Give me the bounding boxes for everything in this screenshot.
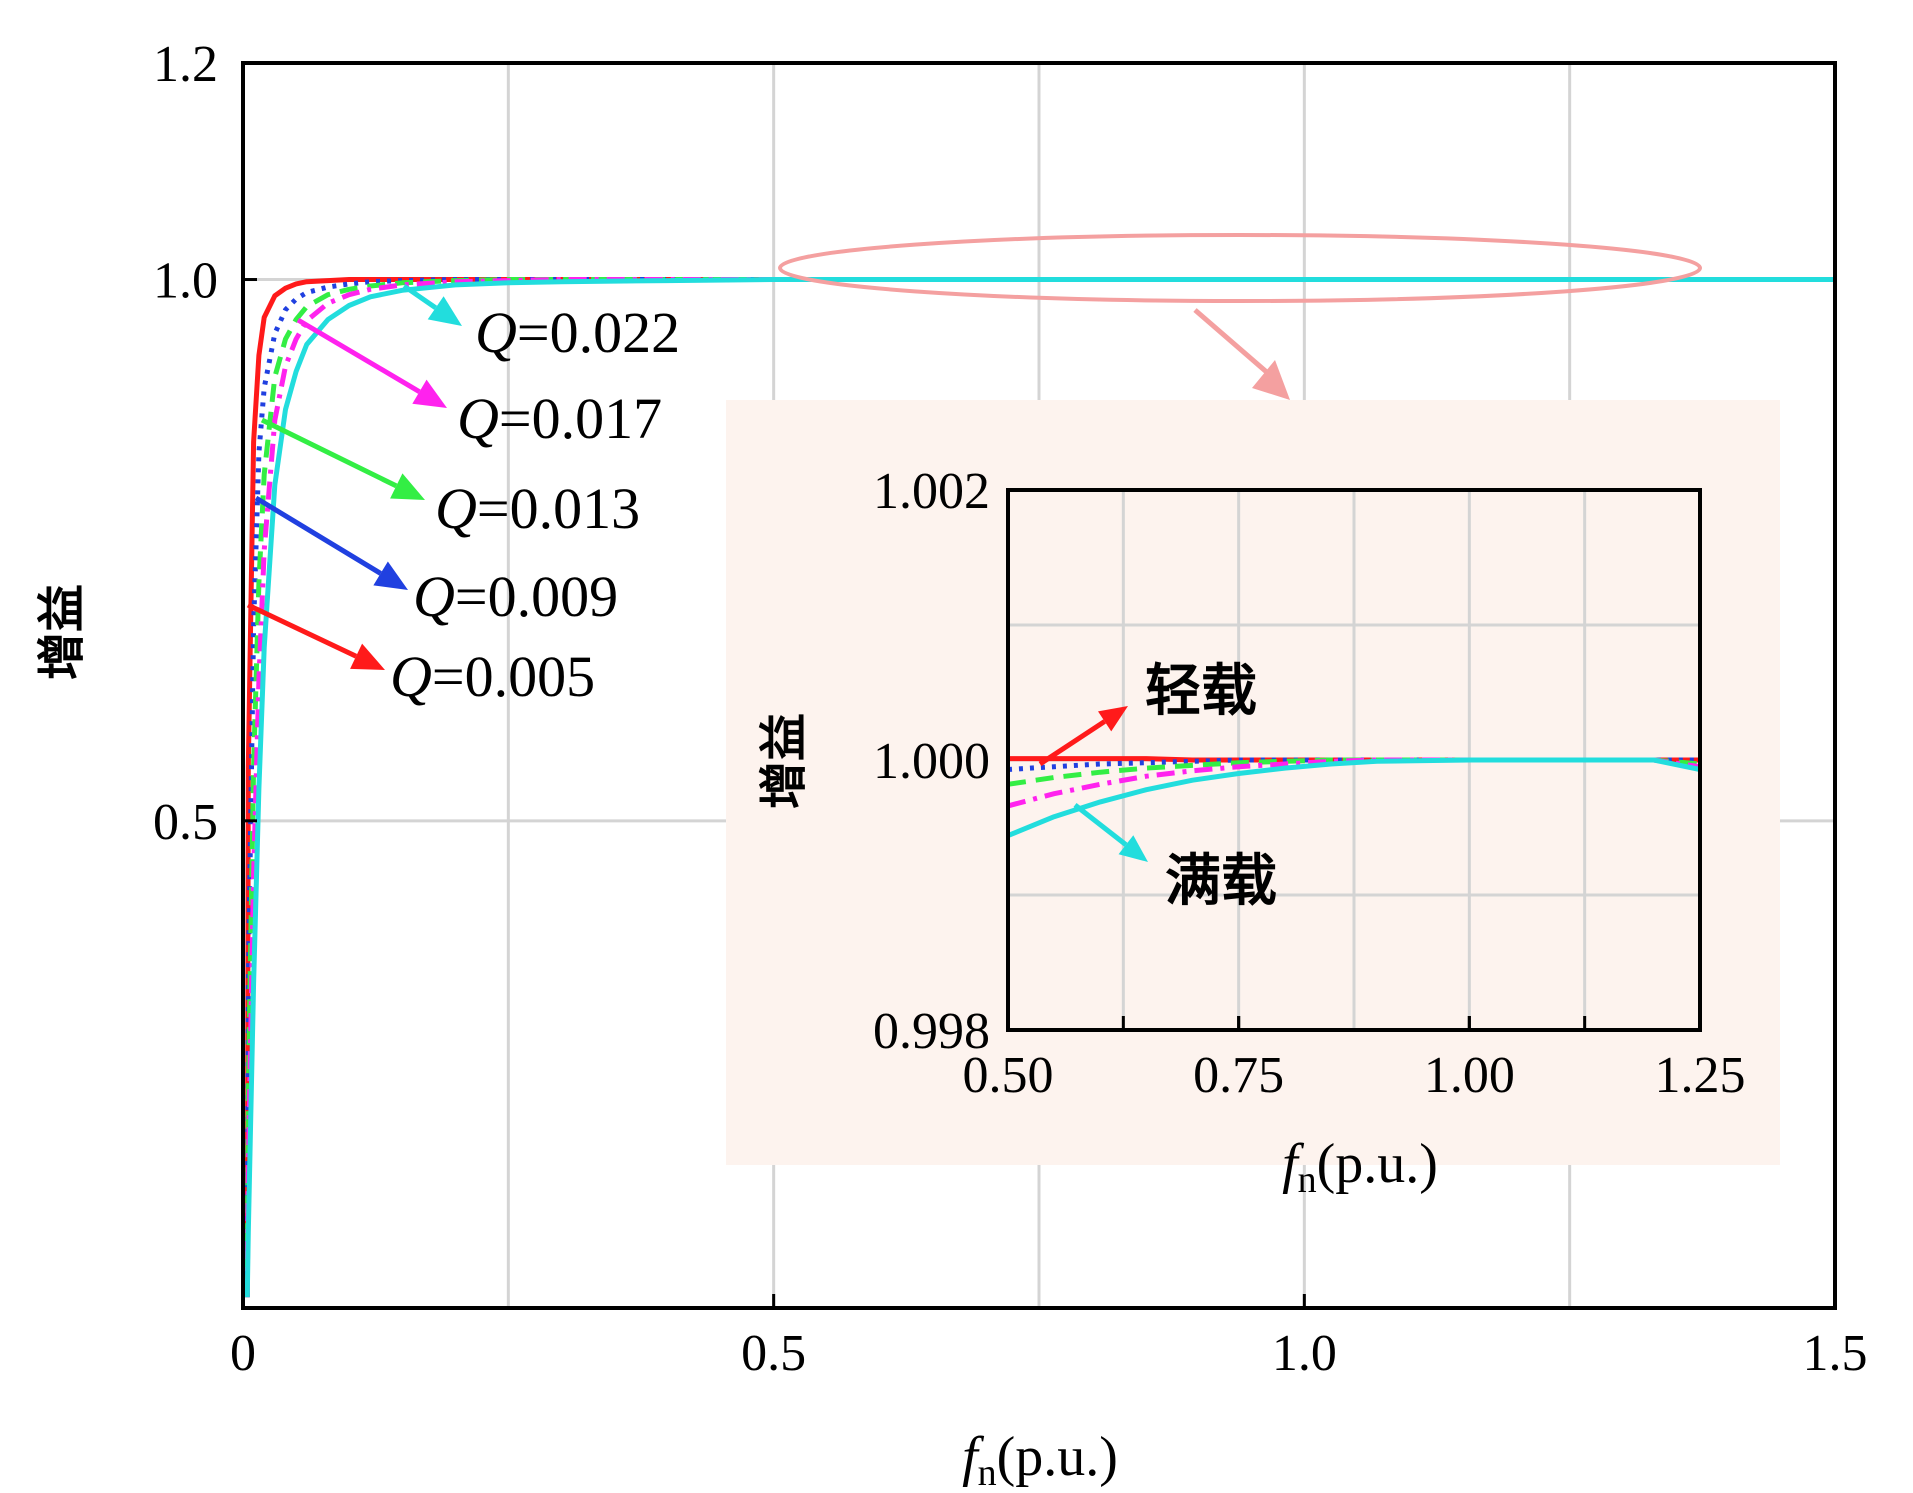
inset-ytick-label-1: 1.000 bbox=[873, 733, 990, 790]
inset-series-line-2 bbox=[1007, 757, 1701, 787]
inset-xtick-label-2: 1.00 bbox=[1424, 1047, 1515, 1104]
inset-ytick-label-0: 0.998 bbox=[873, 1003, 990, 1060]
main-ytick-label-0: 0.5 bbox=[153, 794, 218, 851]
highlight-connector-line bbox=[1193, 308, 1272, 377]
inset-xlabel: fn(p.u.) bbox=[1282, 1133, 1438, 1201]
annotation-arrow-line-1 bbox=[296, 317, 421, 394]
main-xlabel-rest: (p.u.) bbox=[997, 1426, 1118, 1488]
main-ticks: 0 0.5 1.0 1.5 0.5 1.0 1.2 bbox=[153, 36, 1868, 1382]
inset-ytick-label-2: 1.002 bbox=[873, 463, 990, 520]
annotation-arrow-line-2 bbox=[260, 417, 398, 489]
main-xtick-label-2: 1.0 bbox=[1272, 1325, 1337, 1382]
highlight-connector-arrowhead bbox=[1252, 360, 1290, 400]
inset-ticks: 0.50 0.75 1.00 1.25 0.998 1.000 1.002 bbox=[873, 463, 1746, 1104]
inset-xlabel-sub: n bbox=[1298, 1159, 1317, 1201]
annotation-label-3: Q=0.009 bbox=[413, 564, 618, 629]
inset-annotation-label-0: 轻载 bbox=[1145, 659, 1257, 724]
highlight-ellipse bbox=[778, 233, 1702, 303]
main-xlabel-sub: n bbox=[978, 1452, 997, 1488]
main-series-line-4 bbox=[244, 277, 1835, 1298]
inset-background bbox=[726, 400, 1780, 1165]
main-ylabel: 增益 bbox=[34, 584, 90, 680]
annotation-arrowhead-2 bbox=[390, 473, 425, 500]
annotation-arrow-line-4 bbox=[246, 602, 358, 659]
inset-xtick-label-3: 1.25 bbox=[1655, 1047, 1746, 1104]
inset-series bbox=[1007, 756, 1701, 838]
annotation-arrowhead-4 bbox=[350, 643, 385, 670]
inset-xtick-label-0: 0.50 bbox=[963, 1047, 1054, 1104]
annotation-label-value: =0.022 bbox=[517, 300, 680, 365]
inset-annotation-arrow-line-1 bbox=[1073, 803, 1128, 847]
annotation-arrow-line-3 bbox=[254, 495, 382, 576]
annotation-arrowhead-3 bbox=[373, 561, 408, 590]
inset-xlabel-rest: (p.u.) bbox=[1317, 1133, 1438, 1195]
main-ytick-label-1: 1.0 bbox=[153, 253, 218, 310]
annotation-label-value: =0.009 bbox=[455, 564, 618, 629]
main-ytick-label-2: 1.2 bbox=[153, 36, 218, 93]
annotation-arrowhead-1 bbox=[412, 379, 447, 408]
inset-annotation-label-1: 满载 bbox=[1165, 849, 1277, 914]
inset-annotation-arrowhead-1 bbox=[1118, 835, 1148, 862]
main-plot-frame bbox=[241, 61, 1837, 1310]
inset-annotation-arrow-line-0 bbox=[1038, 719, 1106, 767]
annotation-label-value: =0.005 bbox=[432, 644, 595, 709]
annotation-label-q: Q bbox=[475, 300, 517, 365]
annotation-label-4: Q=0.005 bbox=[390, 644, 595, 709]
main-xtick-label-0: 0 bbox=[230, 1325, 256, 1382]
annotation-arrow-line-0 bbox=[402, 283, 438, 310]
annotation-label-q: Q bbox=[457, 386, 499, 451]
main-xtick-label-3: 1.5 bbox=[1803, 1325, 1868, 1382]
annotation-label-q: Q bbox=[390, 644, 432, 709]
annotation-label-2: Q=0.013 bbox=[435, 476, 640, 541]
inset-ylabel: 增益 bbox=[756, 713, 812, 809]
main-series bbox=[244, 277, 1835, 1298]
annotation-label-q: Q bbox=[413, 564, 455, 629]
inset-annotation-arrowhead-0 bbox=[1098, 706, 1128, 732]
main-xlabel: fn(p.u.) bbox=[962, 1426, 1118, 1488]
inset-plot-frame bbox=[1006, 488, 1702, 1032]
inset-xtick-label-1: 0.75 bbox=[1193, 1047, 1284, 1104]
annotation-label-0: Q=0.022 bbox=[475, 300, 680, 365]
inset-series-line-4 bbox=[1007, 757, 1701, 838]
annotation-label-q: Q bbox=[435, 476, 477, 541]
main-xtick-label-1: 0.5 bbox=[741, 1325, 806, 1382]
annotation-label-1: Q=0.017 bbox=[457, 386, 662, 451]
annotation-label-value: =0.017 bbox=[499, 386, 662, 451]
annotation-label-value: =0.013 bbox=[477, 476, 640, 541]
inset-series-line-3 bbox=[1007, 757, 1701, 809]
annotation-arrowhead-0 bbox=[427, 296, 462, 326]
